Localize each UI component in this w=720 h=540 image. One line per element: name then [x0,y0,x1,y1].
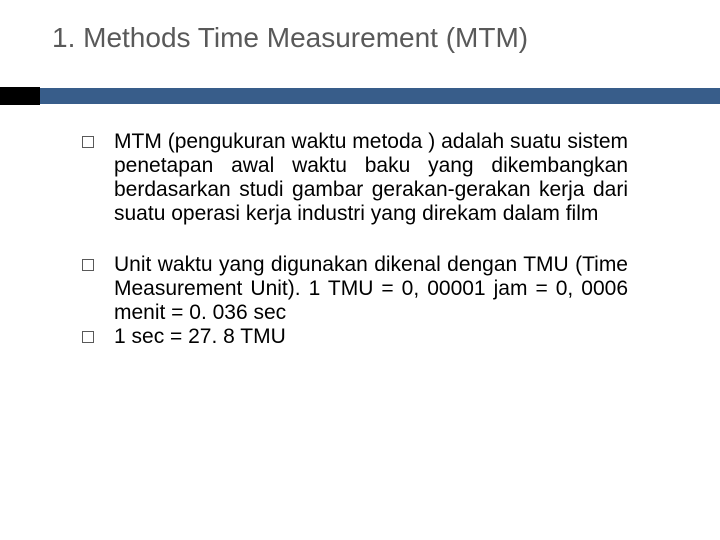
bullet-marker-icon [82,259,94,271]
slide: 1. Methods Time Measurement (MTM) MTM (p… [0,0,720,540]
bullet-marker-icon [82,136,94,148]
content-area: MTM (pengukuran waktu metoda ) adalah su… [82,130,628,349]
accent-bar [0,88,720,104]
bullet-text: MTM (pengukuran waktu metoda ) adalah su… [114,130,628,227]
bullet-marker-icon [82,331,94,343]
accent-square [0,87,40,105]
title-area: 1. Methods Time Measurement (MTM) [0,0,720,68]
bullet-item: 1 sec = 27. 8 TMU [82,325,628,349]
bullet-text: Unit waktu yang digunakan dikenal dengan… [114,253,628,325]
bullet-item: MTM (pengukuran waktu metoda ) adalah su… [82,130,628,227]
slide-title: 1. Methods Time Measurement (MTM) [52,22,680,54]
bullet-text: 1 sec = 27. 8 TMU [114,325,628,349]
bullet-item: Unit waktu yang digunakan dikenal dengan… [82,253,628,325]
